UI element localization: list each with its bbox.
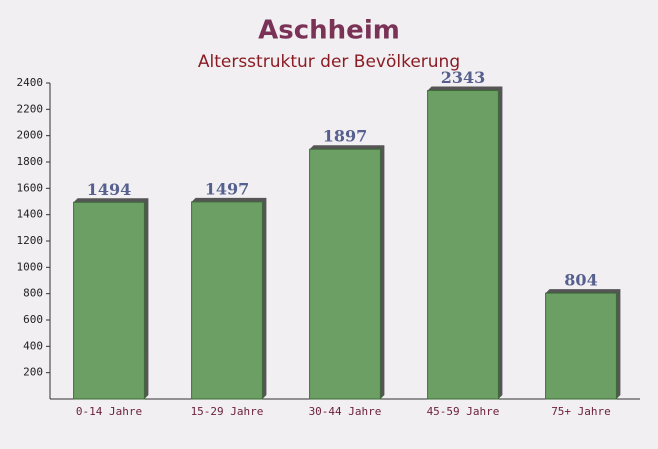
x-tick-label: 45-59 Jahre [427, 405, 500, 418]
bar [545, 292, 617, 400]
chart-title: Aschheim [258, 16, 400, 46]
y-tick-label: 2000 [17, 129, 44, 142]
x-tick-label: 30-44 Jahre [309, 405, 382, 418]
chart-subtitle: Altersstruktur der Bevölkerung [198, 52, 460, 72]
value-label: 1494 [87, 180, 132, 199]
x-tick-label: 75+ Jahre [551, 405, 611, 418]
x-tick-label: 15-29 Jahre [191, 405, 264, 418]
y-tick-label: 1800 [17, 155, 44, 168]
y-tick-label: 1600 [17, 181, 44, 194]
y-tick-label: 600 [23, 313, 43, 326]
value-label: 1497 [205, 179, 250, 198]
y-tick-label: 1400 [17, 208, 44, 221]
value-label: 2343 [441, 68, 486, 87]
y-tick-label: 800 [23, 287, 43, 300]
y-tick-label: 2200 [17, 102, 44, 115]
value-label: 1897 [323, 127, 368, 146]
bar [427, 90, 499, 400]
bar [73, 201, 145, 400]
bar [309, 148, 381, 400]
y-tick-label: 1000 [17, 260, 44, 273]
y-tick-label: 200 [23, 366, 43, 379]
y-tick-label: 1200 [17, 234, 44, 247]
bar [191, 201, 263, 400]
value-label: 804 [564, 271, 597, 290]
y-tick-label: 2400 [17, 76, 44, 89]
x-tick-label: 0-14 Jahre [76, 405, 142, 418]
y-tick-label: 400 [23, 339, 43, 352]
